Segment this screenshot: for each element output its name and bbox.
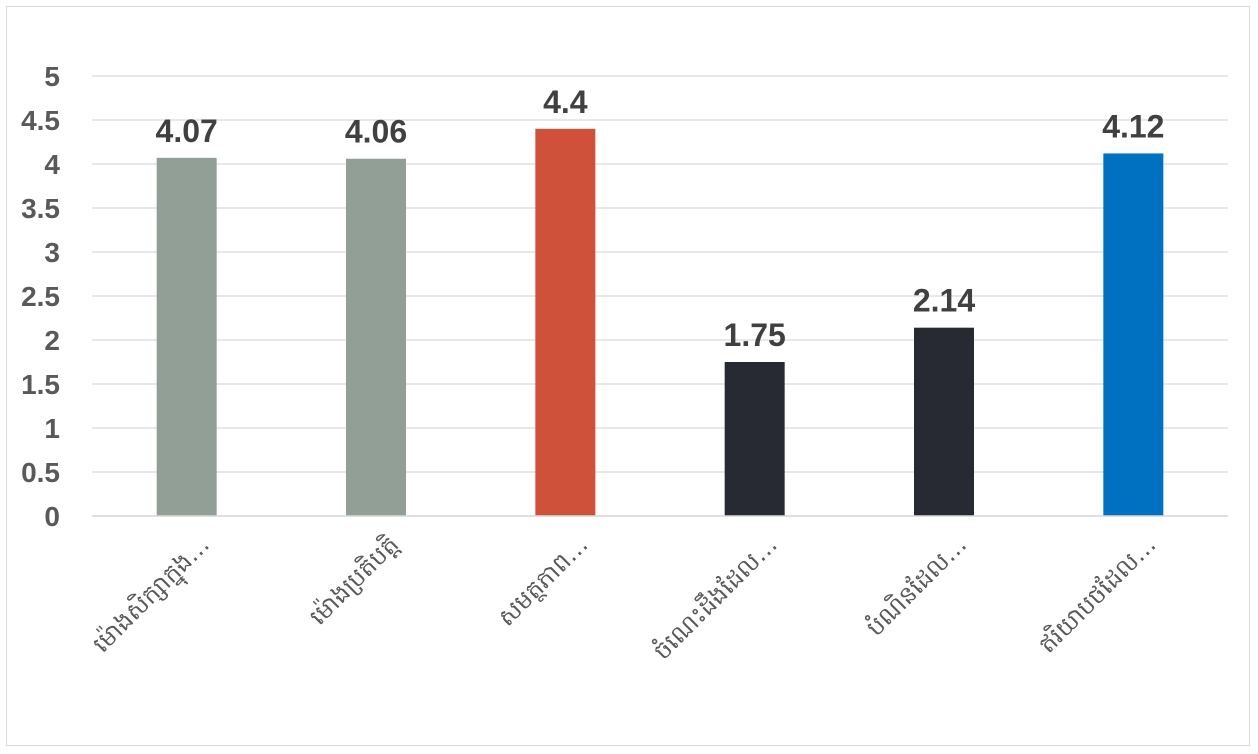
data-label: 2.14 bbox=[913, 283, 975, 319]
data-label: 4.06 bbox=[345, 114, 407, 150]
bar bbox=[1103, 153, 1164, 516]
data-label: 1.75 bbox=[724, 317, 786, 353]
bar bbox=[346, 158, 406, 516]
x-tick-label: ម៉ោងសិក្សាក្នុង… bbox=[86, 530, 218, 662]
y-tick-label: 0.5 bbox=[21, 457, 60, 488]
y-tick-label: 3 bbox=[44, 237, 60, 268]
y-tick-label: 2 bbox=[44, 325, 60, 356]
bar bbox=[914, 327, 974, 516]
data-label: 4.12 bbox=[1102, 108, 1164, 144]
y-tick-label: 0 bbox=[44, 501, 60, 532]
x-tick-label: ឥរិយាបថដែល… bbox=[1033, 530, 1162, 659]
data-label: 4.4 bbox=[543, 84, 588, 120]
y-tick-label: 1.5 bbox=[21, 369, 60, 400]
y-tick-label: 5 bbox=[44, 61, 60, 92]
bar bbox=[535, 128, 596, 517]
y-tick-label: 2.5 bbox=[21, 281, 60, 312]
y-tick-label: 4.5 bbox=[21, 105, 60, 136]
bar bbox=[724, 362, 785, 516]
y-tick-label: 3.5 bbox=[21, 193, 60, 224]
y-tick-label: 4 bbox=[44, 149, 60, 180]
x-tick-label: សមត្ថភាព… bbox=[492, 530, 593, 631]
bar bbox=[156, 157, 217, 516]
y-tick-label: 1 bbox=[44, 413, 60, 444]
data-label: 4.07 bbox=[156, 113, 218, 149]
x-tick-label: ម៉ោងប្រតិបត្តិ bbox=[303, 530, 404, 631]
x-tick-label: បំណិនដែល… bbox=[860, 530, 972, 642]
x-tick-label: ចំណេះដឹងដែល… bbox=[647, 529, 783, 665]
